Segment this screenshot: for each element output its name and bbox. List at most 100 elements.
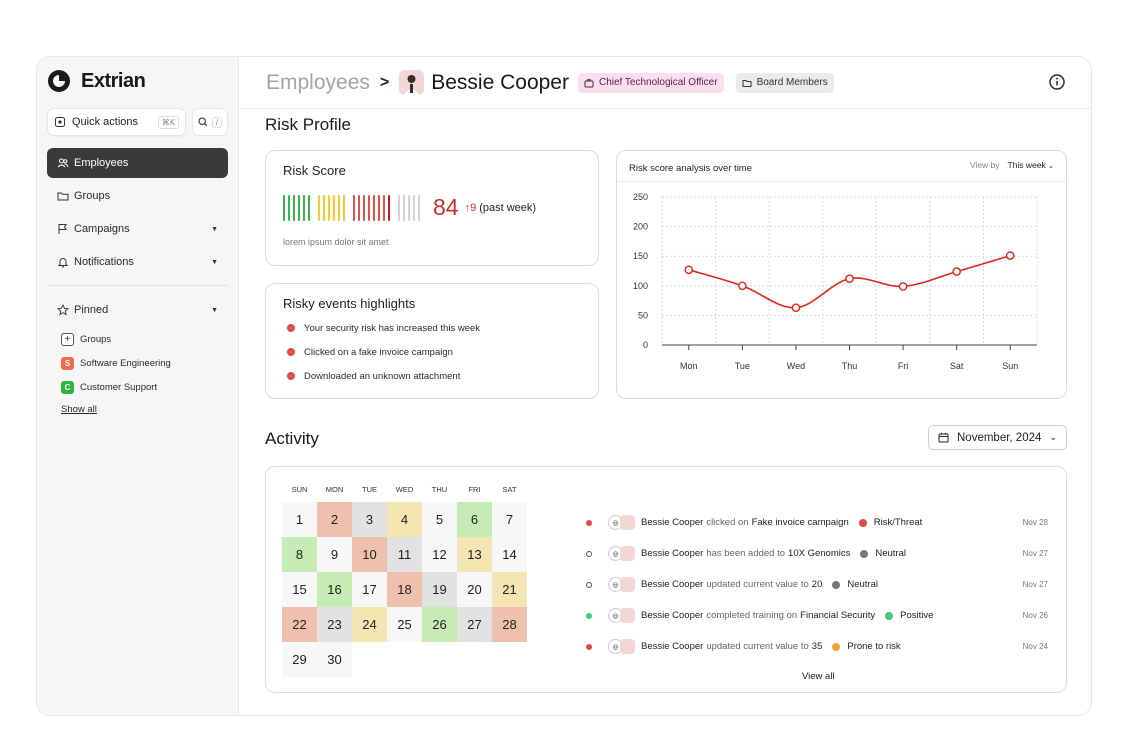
quick-actions-shortcut: ⌘K: [157, 115, 179, 129]
calendar-grid: 1 2 3 4 5 6 7 8 9 10 11 12 13 14 15 16 17 18 19 20 21 22 23 24 2…: [282, 502, 527, 677]
activity-actor[interactable]: Bessie Cooper: [641, 548, 704, 559]
avatar-group: ◎: [608, 546, 635, 561]
sidebar-item-label: Campaigns: [74, 223, 130, 235]
activity-target[interactable]: Financial Security: [800, 610, 876, 621]
calendar-day[interactable]: 28: [492, 607, 527, 642]
calendar-day[interactable]: 10: [352, 537, 387, 572]
calendar-day[interactable]: 30: [317, 642, 352, 677]
calendar-day[interactable]: 16: [317, 572, 352, 607]
calendar-day[interactable]: 21: [492, 572, 527, 607]
sidebar-item-label: Pinned: [74, 304, 109, 316]
calendar-day[interactable]: 6: [457, 502, 492, 537]
activity-target[interactable]: 20: [811, 579, 823, 590]
calendar-day[interactable]: 7: [492, 502, 527, 537]
calendar-day[interactable]: 25: [387, 607, 422, 642]
activity-actor[interactable]: Bessie Cooper: [641, 610, 704, 621]
activity-date: Nov 28: [1022, 518, 1048, 527]
search-button[interactable]: /: [192, 108, 228, 136]
month-picker[interactable]: November, 2024 ⌄: [928, 425, 1067, 450]
avatar: [620, 577, 635, 592]
flag-icon: [58, 224, 67, 234]
pinned-item-software-engineering[interactable]: S Software Engineering: [61, 351, 221, 375]
activity-target[interactable]: 35: [811, 641, 823, 652]
risk-line-chart: 0 50 100 150 200 250 Mon Tue Wed Thu Fri Sat Sun: [633, 192, 1038, 371]
activity-actor[interactable]: Bessie Cooper: [641, 579, 704, 590]
activity-target[interactable]: Fake invoice campaign: [751, 517, 849, 528]
chevron-down-icon[interactable]: ▼: [211, 306, 218, 314]
calendar-day[interactable]: 11: [387, 537, 422, 572]
risk-score-title: Risk Score: [283, 163, 346, 178]
view-all-button[interactable]: View all: [802, 671, 835, 682]
calendar-day[interactable]: 3: [352, 502, 387, 537]
sidebar-item-campaigns[interactable]: Campaigns ▼: [47, 214, 228, 244]
calendar-day[interactable]: 19: [422, 572, 457, 607]
calendar-icon: [938, 432, 949, 443]
risky-event-text: Your security risk has increased this we…: [304, 322, 481, 334]
calendar-day[interactable]: 1: [282, 502, 317, 537]
view-by-dropdown[interactable]: This week ⌄: [1007, 160, 1054, 170]
pinned-item-customer-support[interactable]: C Customer Support: [61, 375, 221, 399]
calendar-day[interactable]: 2: [317, 502, 352, 537]
app-window: Extrian Quick actions ⌘K / Employees Gro…: [36, 56, 1092, 716]
calendar-day[interactable]: 26: [422, 607, 457, 642]
role-tag[interactable]: Chief Technological Officer: [577, 72, 724, 93]
chevron-down-icon[interactable]: ▼: [211, 258, 218, 266]
sidebar-item-pinned[interactable]: Pinned ▼: [47, 295, 228, 325]
score-meter-bar: [303, 194, 305, 221]
calendar-day[interactable]: 22: [282, 607, 317, 642]
y-tick-label: 50: [638, 310, 648, 320]
calendar-day[interactable]: 13: [457, 537, 492, 572]
sidebar-item-groups[interactable]: Groups: [47, 181, 228, 211]
pinned-item-groups[interactable]: + Groups: [61, 327, 221, 351]
status-marker-icon: [586, 643, 592, 650]
calendar-day[interactable]: 15: [282, 572, 317, 607]
pinned-list: + Groups S Software Engineering C Custom…: [61, 327, 221, 417]
data-point: [952, 267, 961, 276]
calendar-day[interactable]: 14: [492, 537, 527, 572]
risk-dot-icon: [287, 324, 295, 332]
calendar-day[interactable]: 9: [317, 537, 352, 572]
activity-row[interactable]: ◎ Bessie Cooper updated current value to 20…: [586, 569, 1054, 600]
calendar-day[interactable]: 12: [422, 537, 457, 572]
show-all-link[interactable]: Show all: [61, 404, 97, 415]
activity-date: Nov 27: [1022, 549, 1048, 558]
activity-target[interactable]: 10X Genomics: [788, 548, 851, 559]
star-icon: [57, 304, 69, 316]
activity-row[interactable]: ◎ Bessie Cooper updated current value to 35…: [586, 631, 1054, 662]
calendar-day[interactable]: 27: [457, 607, 492, 642]
target-icon: ◎: [608, 546, 623, 561]
y-tick-label: 250: [633, 192, 648, 202]
calendar-day[interactable]: 24: [352, 607, 387, 642]
bell-icon: [57, 258, 69, 268]
risky-event-item: Your security risk has increased this we…: [287, 316, 480, 340]
quick-actions-button[interactable]: Quick actions ⌘K: [47, 108, 186, 136]
chevron-down-icon[interactable]: ▼: [211, 225, 218, 233]
calendar-day[interactable]: 5: [422, 502, 457, 537]
y-tick-label: 150: [633, 251, 648, 261]
y-tick-label: 0: [643, 340, 648, 350]
pinned-item-label: Groups: [80, 333, 112, 345]
calendar-weekday: TUE: [362, 485, 377, 494]
risk-dot-icon: [287, 372, 295, 380]
calendar-day[interactable]: 20: [457, 572, 492, 607]
activity-feed: ◎ Bessie Cooper clicked on Fake invoice cam…: [586, 507, 1054, 662]
activity-row[interactable]: ◎ Bessie Cooper clicked on Fake invoice cam…: [586, 507, 1054, 538]
activity-row[interactable]: ◎ Bessie Cooper has been added to 10X Genom…: [586, 538, 1054, 569]
calendar-day[interactable]: 17: [352, 572, 387, 607]
calendar-day[interactable]: 4: [387, 502, 422, 537]
status-dot-icon: [832, 580, 841, 589]
activity-row[interactable]: ◎ Bessie Cooper completed training on Finan…: [586, 600, 1054, 631]
calendar-day[interactable]: 8: [282, 537, 317, 572]
sidebar-item-employees[interactable]: Employees: [47, 148, 228, 178]
calendar-day[interactable]: 18: [387, 572, 422, 607]
info-icon[interactable]: [1049, 74, 1065, 90]
brand[interactable]: Extrian: [47, 69, 146, 93]
activity-actor[interactable]: Bessie Cooper: [641, 641, 704, 652]
calendar-day[interactable]: 29: [282, 642, 317, 677]
group-tag[interactable]: Board Members: [735, 72, 834, 93]
calendar-day[interactable]: 23: [317, 607, 352, 642]
risk-dot-icon: [287, 348, 295, 356]
breadcrumb-employees[interactable]: Employees: [266, 70, 370, 94]
sidebar-item-notifications[interactable]: Notifications ▼: [47, 247, 228, 277]
activity-actor[interactable]: Bessie Cooper: [641, 517, 704, 528]
